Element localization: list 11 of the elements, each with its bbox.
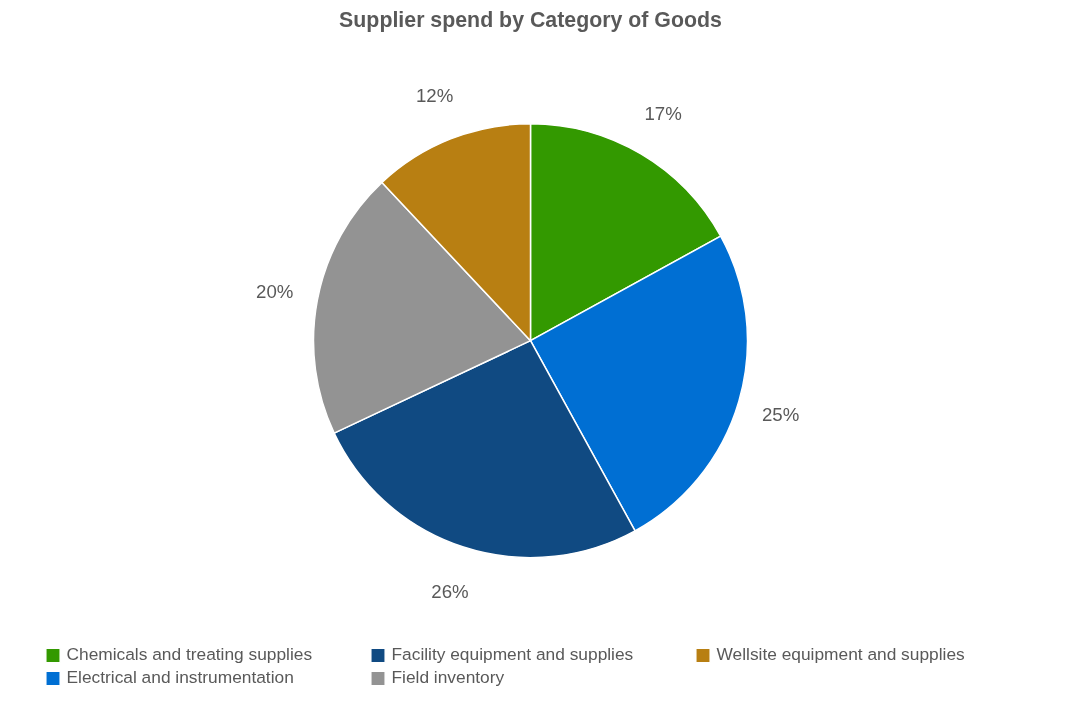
legend-label: Chemicals and treating supplies <box>66 644 314 665</box>
data-label: 12% <box>415 84 454 106</box>
chart-title: Supplier spend by Category of Goods <box>339 7 722 32</box>
data-label: 25% <box>761 403 800 425</box>
legend-label: Facility equipment and supplies <box>391 644 635 665</box>
legend-label: Wellsite equipment and supplies <box>716 644 966 665</box>
data-label: 20% <box>256 280 294 302</box>
legend-label: Field inventory <box>391 667 506 688</box>
legend-label: Electrical and instrumentation <box>66 667 295 688</box>
data-label: 26% <box>431 581 469 603</box>
data-label: 17% <box>644 102 682 124</box>
